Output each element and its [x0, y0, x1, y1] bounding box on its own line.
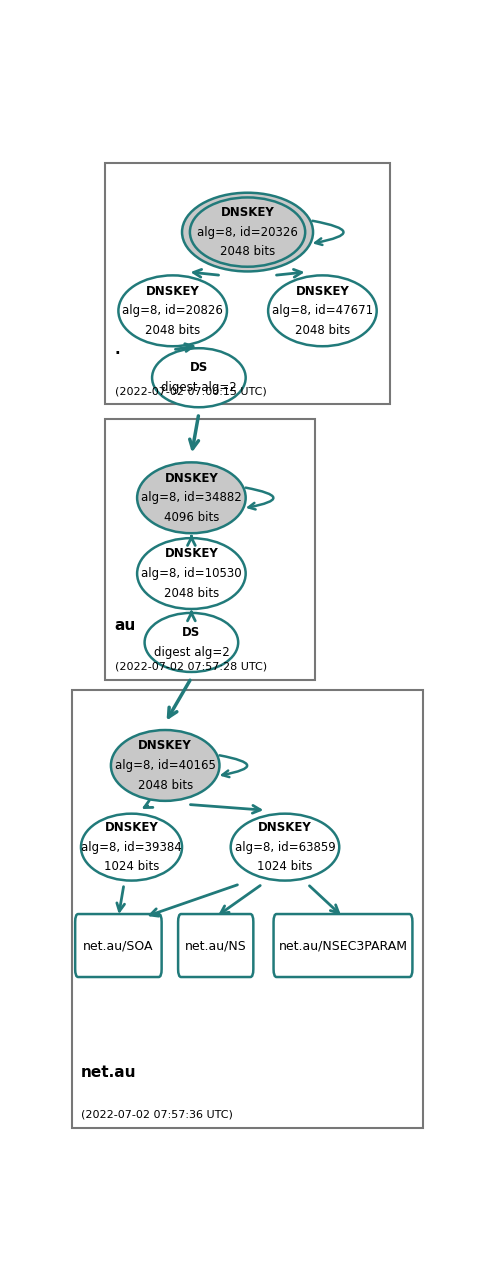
Ellipse shape [111, 730, 219, 801]
Text: 2048 bits: 2048 bits [138, 778, 193, 791]
Text: 1024 bits: 1024 bits [257, 860, 313, 873]
Text: DNSKEY: DNSKEY [138, 739, 192, 753]
Text: alg=8, id=10530: alg=8, id=10530 [141, 567, 242, 580]
Text: DNSKEY: DNSKEY [258, 820, 312, 835]
Ellipse shape [152, 348, 246, 408]
Ellipse shape [137, 463, 246, 533]
Text: net.au/NS: net.au/NS [185, 939, 247, 952]
FancyBboxPatch shape [178, 914, 254, 976]
Text: 2048 bits: 2048 bits [220, 245, 275, 258]
Text: 2048 bits: 2048 bits [145, 325, 200, 337]
Text: alg=8, id=39384: alg=8, id=39384 [81, 841, 182, 854]
Text: DNSKEY: DNSKEY [165, 472, 218, 484]
Text: DS: DS [182, 626, 200, 639]
Text: au: au [114, 617, 136, 633]
Text: DS: DS [190, 362, 208, 374]
Text: net.au/SOA: net.au/SOA [83, 939, 154, 952]
Text: DNSKEY: DNSKEY [221, 206, 274, 219]
Text: DNSKEY: DNSKEY [146, 285, 199, 298]
Text: alg=8, id=20826: alg=8, id=20826 [122, 304, 223, 317]
Ellipse shape [231, 814, 339, 881]
Text: 4096 bits: 4096 bits [164, 511, 219, 524]
Text: alg=8, id=20326: alg=8, id=20326 [197, 226, 298, 239]
Bar [105, 164, 390, 404]
Text: 2048 bits: 2048 bits [295, 325, 350, 337]
Text: net.au/NSEC3PARAM: net.au/NSEC3PARAM [279, 939, 408, 952]
Text: (2022-07-02 07:57:28 UTC): (2022-07-02 07:57:28 UTC) [114, 662, 267, 672]
Text: (2022-07-02 07:57:36 UTC): (2022-07-02 07:57:36 UTC) [81, 1109, 233, 1120]
Bar [105, 419, 315, 680]
Text: DNSKEY: DNSKEY [296, 285, 349, 298]
Ellipse shape [144, 613, 238, 672]
Text: 1024 bits: 1024 bits [104, 860, 159, 873]
FancyBboxPatch shape [273, 914, 412, 976]
FancyBboxPatch shape [75, 914, 162, 976]
Ellipse shape [268, 275, 377, 346]
Ellipse shape [137, 538, 246, 610]
Text: DNSKEY: DNSKEY [105, 820, 158, 835]
Ellipse shape [81, 814, 182, 881]
Text: digest alg=2: digest alg=2 [161, 381, 237, 394]
Ellipse shape [118, 275, 227, 346]
Text: .: . [114, 343, 120, 357]
Text: 2048 bits: 2048 bits [164, 587, 219, 599]
Ellipse shape [182, 193, 313, 271]
Ellipse shape [190, 197, 305, 267]
Text: alg=8, id=40165: alg=8, id=40165 [115, 759, 215, 772]
Text: DNSKEY: DNSKEY [165, 547, 218, 560]
Text: (2022-07-02 07:00:15 UTC): (2022-07-02 07:00:15 UTC) [114, 386, 267, 396]
Text: alg=8, id=63859: alg=8, id=63859 [235, 841, 335, 854]
Text: alg=8, id=34882: alg=8, id=34882 [141, 491, 242, 505]
Bar [71, 690, 424, 1127]
Text: net.au: net.au [81, 1066, 137, 1080]
Text: digest alg=2: digest alg=2 [154, 645, 229, 658]
Text: alg=8, id=47671: alg=8, id=47671 [272, 304, 373, 317]
